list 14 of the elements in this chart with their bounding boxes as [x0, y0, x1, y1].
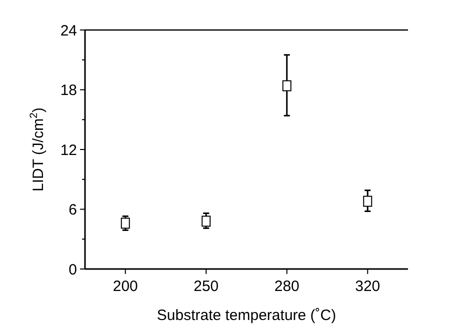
- point: [282, 80, 292, 92]
- x-tick-label: 280: [274, 278, 300, 295]
- y-tick-label: 6: [68, 202, 77, 218]
- x-tick-label: 320: [355, 278, 380, 295]
- y-tick-label: 12: [60, 142, 77, 159]
- point: [202, 216, 211, 227]
- point: [120, 218, 130, 229]
- point: [363, 196, 372, 207]
- x-tick-label: 250: [194, 278, 219, 295]
- y-tick-label: 18: [60, 82, 77, 99]
- x-tick-label: 200: [112, 278, 138, 295]
- y-tick-label: 0: [68, 261, 77, 278]
- x-axis-title: Substrate temperature (˚C): [156, 307, 336, 324]
- y-tick-label: 24: [60, 22, 77, 40]
